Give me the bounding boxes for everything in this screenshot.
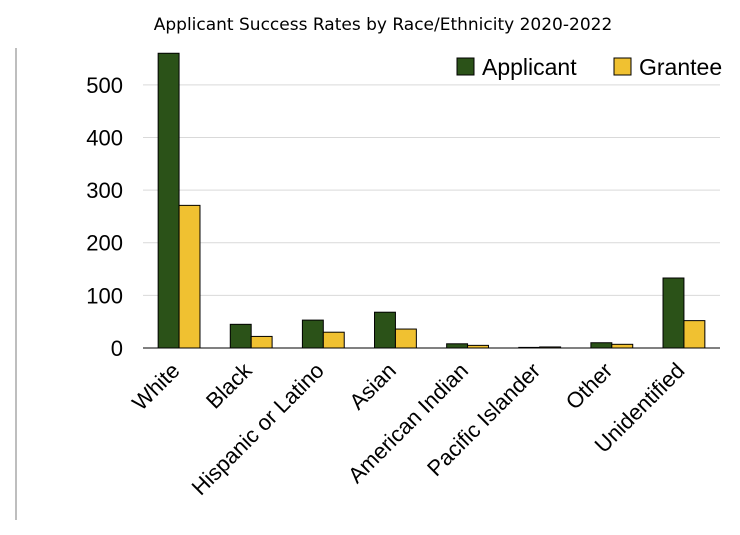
bar-grantee-2 bbox=[250, 335, 273, 349]
bar-grantee-3 bbox=[322, 331, 345, 349]
y-tick-label: 200 bbox=[86, 231, 123, 256]
bar-applicant-5 bbox=[446, 343, 469, 349]
x-category-label: Other bbox=[561, 358, 618, 415]
x-category-label: Asian bbox=[344, 358, 401, 415]
y-tick-label: 400 bbox=[86, 125, 123, 150]
legend-label-applicant: Applicant bbox=[482, 54, 577, 80]
y-tick-label: 300 bbox=[86, 178, 123, 203]
legend-swatch-applicant bbox=[456, 57, 475, 76]
y-tick-label: 100 bbox=[86, 283, 123, 308]
bars bbox=[157, 52, 706, 349]
y-axis-tick-labels: 0 100 200 300 400 500 bbox=[86, 73, 123, 361]
y-tick-label: 500 bbox=[86, 73, 123, 98]
y-tick-label: 0 bbox=[111, 336, 123, 361]
x-category-label: Black bbox=[201, 357, 257, 413]
bar-grantee-7 bbox=[611, 343, 634, 349]
bar-applicant-8 bbox=[662, 277, 685, 349]
bar-grantee-1 bbox=[178, 204, 201, 349]
legend-swatch-grantee bbox=[613, 57, 632, 76]
bar-grantee-8 bbox=[683, 320, 706, 349]
legend: Applicant Grantee bbox=[456, 54, 722, 80]
bar-applicant-1 bbox=[157, 52, 180, 349]
bar-applicant-3 bbox=[301, 319, 324, 349]
bar-grantee-4 bbox=[394, 328, 417, 349]
gridlines bbox=[143, 84, 720, 296]
x-category-label: White bbox=[127, 358, 184, 415]
x-category-label: Hispanic or Latino bbox=[187, 358, 329, 500]
bar-applicant-4 bbox=[374, 311, 396, 349]
legend-label-grantee: Grantee bbox=[639, 54, 722, 80]
bar-applicant-7 bbox=[590, 342, 613, 349]
chart-title: Applicant Success Rates by Race/Ethnicit… bbox=[154, 15, 613, 35]
bar-applicant-2 bbox=[229, 323, 252, 349]
